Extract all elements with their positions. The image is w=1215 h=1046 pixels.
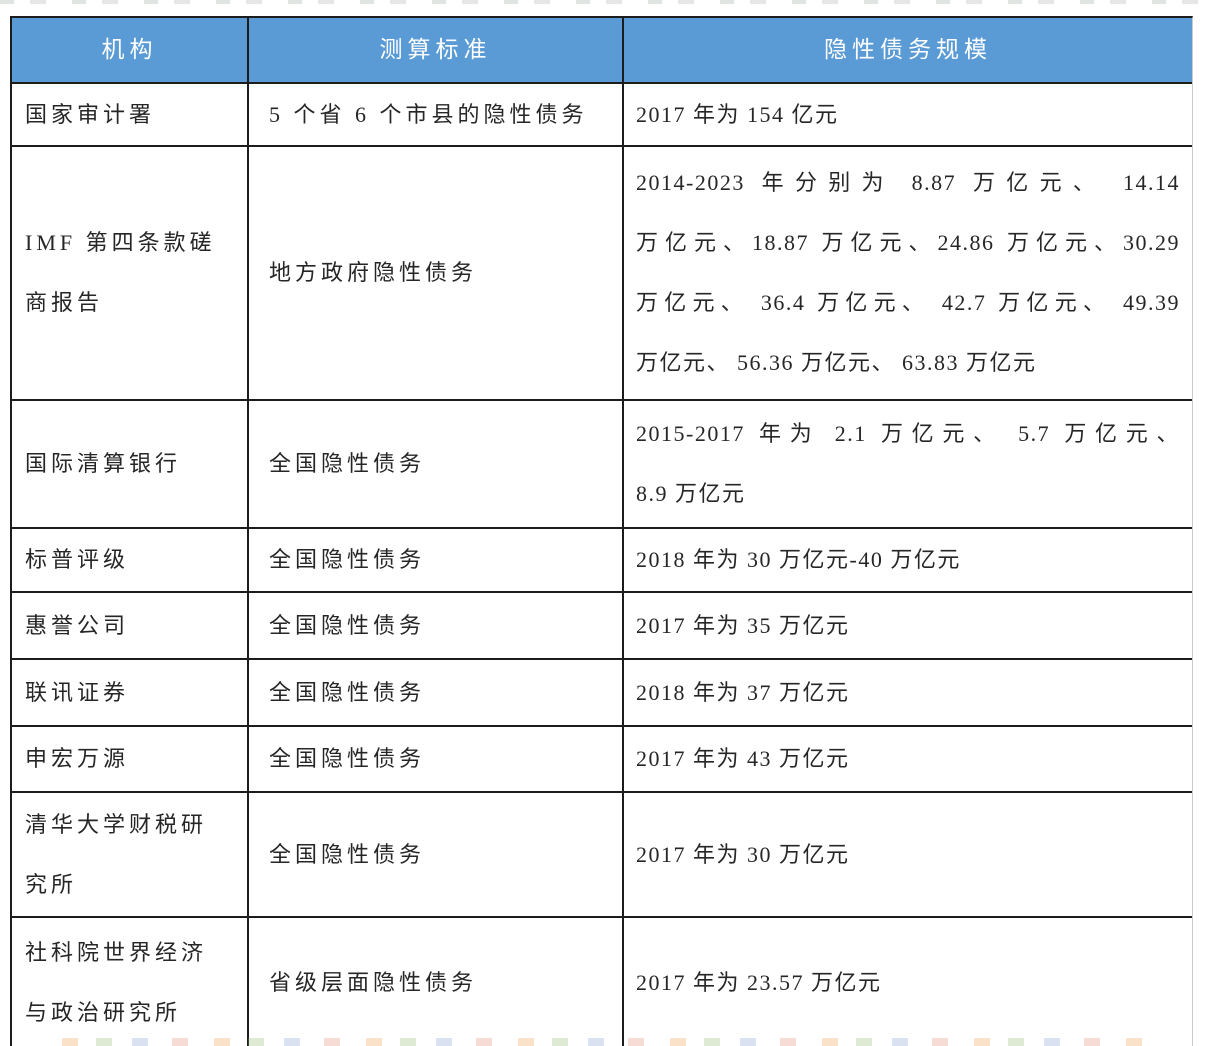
cell-hidden-debt-scale: 2018 年为 30 万亿元-40 万亿元: [622, 529, 1192, 591]
cell-measurement-standard-line: 地方政府隐性债务: [269, 260, 478, 285]
table-row: 申宏万源 全国隐性债务 2017 年为 43 万亿元: [12, 727, 1192, 793]
cell-hidden-debt-scale-line: 2017 年为 154 亿元: [636, 101, 839, 127]
cell-institution-line: IMF 第四条款磋: [25, 230, 216, 255]
cell-measurement-standard-line: 5 个省 6 个市县的隐性债务: [269, 101, 588, 127]
cell-measurement-standard-line: 全国隐性债务: [269, 547, 426, 572]
cell-hidden-debt-scale-line: 2015-2017 年为 2.1 万亿元、 5.7 万亿元、: [636, 421, 1180, 446]
cell-hidden-debt-scale-line: 2017 年为 30 万亿元: [636, 841, 850, 867]
cell-hidden-debt-scale-line: 2018 年为 37 万亿元: [636, 679, 850, 705]
table-row: 标普评级 全国隐性债务 2018 年为 30 万亿元-40 万亿元: [12, 529, 1192, 593]
cell-institution: 国家审计署: [12, 84, 247, 145]
cell-measurement-standard: 全国隐性债务: [247, 593, 622, 658]
cell-institution-line: 申宏万源: [25, 746, 130, 771]
cell-measurement-standard: 全国隐性债务: [247, 660, 622, 725]
cell-hidden-debt-scale-line: 2017 年为 23.57 万亿元: [636, 970, 882, 995]
cell-institution-line: 商报告: [25, 290, 104, 315]
cell-hidden-debt-scale-line: 2017 年为 43 万亿元: [636, 746, 850, 771]
cell-measurement-standard: 全国隐性债务: [247, 401, 622, 527]
cell-hidden-debt-scale-line: 万亿元、 56.36 万亿元、 63.83 万亿元: [636, 350, 1037, 375]
cell-institution: IMF 第四条款磋 商报告: [12, 147, 247, 399]
cell-measurement-standard: 全国隐性债务: [247, 529, 622, 591]
cell-hidden-debt-scale-line: 2014-2023 年分别为 8.87 万亿元、 14.14: [636, 170, 1180, 195]
cell-hidden-debt-scale: 2017 年为 30 万亿元: [622, 793, 1192, 916]
table-row: 国际清算银行 全国隐性债务 2015-2017 年为 2.1 万亿元、 5.7 万亿…: [12, 401, 1192, 529]
cell-hidden-debt-scale: 2015-2017 年为 2.1 万亿元、 5.7 万亿元、 8.9 万亿元: [622, 401, 1192, 527]
cell-measurement-standard: 5 个省 6 个市县的隐性债务: [247, 84, 622, 145]
header-institution: 机构: [12, 18, 247, 82]
cell-hidden-debt-scale: 2017 年为 154 亿元: [622, 84, 1192, 145]
cell-institution-line: 国际清算银行: [25, 451, 182, 476]
cell-measurement-standard: 地方政府隐性债务: [247, 147, 622, 399]
cell-institution: 社科院世界经济 与政治研究所: [12, 918, 247, 1046]
cell-measurement-standard: 全国隐性债务: [247, 793, 622, 916]
cell-hidden-debt-scale-line: 8.9 万亿元: [636, 481, 746, 506]
cell-institution-line: 国家审计署: [25, 101, 156, 127]
table-row: 清华大学财税研 究所 全国隐性债务 2017 年为 30 万亿元: [12, 793, 1192, 918]
cell-institution-line: 标普评级: [25, 547, 130, 572]
cell-institution: 国际清算银行: [12, 401, 247, 527]
cell-measurement-standard: 全国隐性债务: [247, 727, 622, 791]
table-header-row: 机构 测算标准 隐性债务规模: [12, 18, 1192, 84]
cell-measurement-standard-line: 全国隐性债务: [269, 451, 426, 476]
hidden-debt-estimates-table: 机构 测算标准 隐性债务规模 国家审计署 5 个省 6 个市县的隐性债务 2017 …: [10, 16, 1193, 1046]
cell-institution-line: 惠誉公司: [25, 612, 130, 638]
cell-measurement-standard: 省级层面隐性债务: [247, 918, 622, 1046]
cell-hidden-debt-scale-line: 2018 年为 30 万亿元-40 万亿元: [636, 547, 961, 572]
cropped-text-bottom-sliver: [62, 1038, 1142, 1046]
cell-institution-line: 社科院世界经济: [25, 940, 208, 965]
table-row: IMF 第四条款磋 商报告 地方政府隐性债务 2014-2023 年分别为 8.87 …: [12, 147, 1192, 401]
cell-hidden-debt-scale: 2017 年为 23.57 万亿元: [622, 918, 1192, 1046]
cell-institution: 标普评级: [12, 529, 247, 591]
cell-hidden-debt-scale: 2014-2023 年分别为 8.87 万亿元、 14.14 万亿元、18.87 …: [622, 147, 1192, 399]
cell-measurement-standard-line: 全国隐性债务: [269, 841, 426, 867]
cell-hidden-debt-scale: 2018 年为 37 万亿元: [622, 660, 1192, 725]
cell-institution: 清华大学财税研 究所: [12, 793, 247, 916]
cell-institution-line: 清华大学财税研: [25, 811, 208, 837]
cell-institution: 申宏万源: [12, 727, 247, 791]
cell-institution: 惠誉公司: [12, 593, 247, 658]
table-row: 联讯证券 全国隐性债务 2018 年为 37 万亿元: [12, 660, 1192, 727]
cell-institution-line: 与政治研究所: [25, 1000, 182, 1025]
cell-measurement-standard-line: 省级层面隐性债务: [269, 970, 478, 995]
cell-institution-line: 联讯证券: [25, 679, 130, 705]
cell-hidden-debt-scale-line: 万亿元、18.87 万亿元、24.86 万亿元、30.29: [636, 230, 1180, 255]
cell-institution: 联讯证券: [12, 660, 247, 725]
cell-hidden-debt-scale: 2017 年为 35 万亿元: [622, 593, 1192, 658]
cell-hidden-debt-scale-line: 2017 年为 35 万亿元: [636, 612, 850, 638]
table-row: 惠誉公司 全国隐性债务 2017 年为 35 万亿元: [12, 593, 1192, 660]
cell-hidden-debt-scale: 2017 年为 43 万亿元: [622, 727, 1192, 791]
cropped-text-top-sliver: [0, 0, 1215, 4]
cell-institution-line: 究所: [25, 871, 78, 897]
cell-measurement-standard-line: 全国隐性债务: [269, 679, 426, 705]
cell-measurement-standard-line: 全国隐性债务: [269, 746, 426, 771]
table-row: 国家审计署 5 个省 6 个市县的隐性债务 2017 年为 154 亿元: [12, 84, 1192, 147]
cell-hidden-debt-scale-line: 万亿元、 36.4 万亿元、 42.7 万亿元、 49.39: [636, 290, 1180, 315]
table-row: 社科院世界经济 与政治研究所 省级层面隐性债务 2017 年为 23.57 万亿元: [12, 918, 1192, 1046]
header-hidden-debt-scale: 隐性债务规模: [622, 18, 1192, 82]
cell-measurement-standard-line: 全国隐性债务: [269, 612, 426, 638]
header-measurement-standard: 测算标准: [247, 18, 622, 82]
